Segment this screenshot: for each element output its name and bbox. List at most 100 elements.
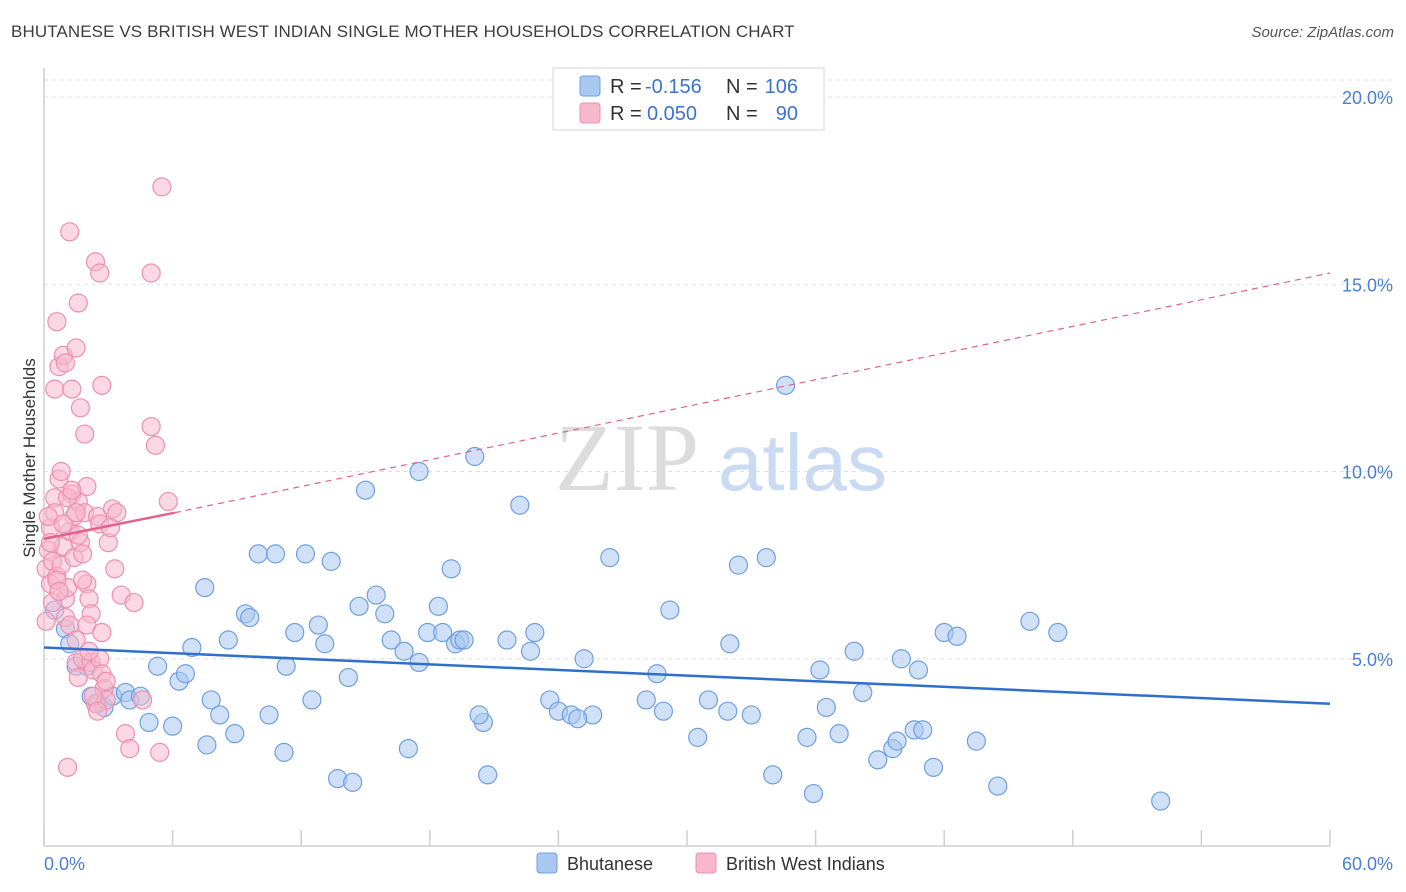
point-bhutanese-90 <box>891 649 911 669</box>
point-bhutanese-55 <box>454 630 474 650</box>
point-bhutanese-85 <box>829 724 849 744</box>
point-bhutanese-100 <box>1048 622 1068 643</box>
point-british-west-indians-65 <box>90 263 110 283</box>
point-bhutanese-34 <box>308 615 328 635</box>
point-british-west-indians-25 <box>72 544 93 564</box>
point-bhutanese-84 <box>816 697 836 718</box>
point-bhutanese-102 <box>887 731 907 751</box>
point-british-west-indians-78 <box>66 503 86 523</box>
point-bhutanese-87 <box>853 682 873 703</box>
point-bhutanese-68 <box>600 548 620 568</box>
point-british-west-indians-47 <box>124 592 144 613</box>
point-bhutanese-29 <box>274 742 294 762</box>
gridlines <box>44 79 1393 660</box>
point-british-west-indians-59 <box>62 379 82 399</box>
point-bhutanese-82 <box>803 783 824 804</box>
point-bhutanese-33 <box>302 690 322 710</box>
trend-lines <box>43 272 1331 705</box>
point-bhutanese-93 <box>913 720 933 740</box>
point-bhutanese-48 <box>409 461 429 482</box>
point-british-west-indians-86 <box>96 671 116 691</box>
x-tick-label-max: 60.0% <box>1342 854 1393 874</box>
point-bhutanese-61 <box>520 641 541 661</box>
point-british-west-indians-60 <box>66 338 86 358</box>
legend-r-value-1: -0.156 <box>645 76 702 98</box>
point-bhutanese-62 <box>525 622 545 643</box>
y-tick-label-10: 10.0% <box>1342 463 1393 483</box>
point-bhutanese-32 <box>295 544 316 564</box>
point-bhutanese-104 <box>469 705 489 725</box>
point-bhutanese-96 <box>947 626 967 646</box>
watermark-atlas: atlas <box>718 418 887 507</box>
point-bhutanese-43 <box>375 604 395 624</box>
point-british-west-indians-62 <box>70 398 91 418</box>
point-bhutanese-21 <box>210 705 230 725</box>
point-bhutanese-18 <box>195 577 215 598</box>
point-british-west-indians-66 <box>92 375 112 395</box>
point-british-west-indians-68 <box>152 177 172 197</box>
point-bhutanese-83 <box>810 660 830 680</box>
point-bhutanese-17 <box>182 637 202 658</box>
point-bhutanese-45 <box>394 641 414 661</box>
y-axis-label: Single Mother Households <box>20 358 39 557</box>
legend-r-label-1: R = <box>610 76 642 98</box>
point-bhutanese-27 <box>259 705 279 725</box>
point-british-west-indians-46 <box>120 739 140 759</box>
point-bhutanese-76 <box>728 555 749 575</box>
point-british-west-indians-75 <box>53 514 73 534</box>
point-bhutanese-81 <box>797 727 817 747</box>
point-bhutanese-103 <box>718 701 738 721</box>
legend-swatch-pink <box>579 102 601 124</box>
point-bhutanese-25 <box>240 607 260 628</box>
point-british-west-indians-53 <box>45 379 65 399</box>
point-british-west-indians-52 <box>158 491 178 512</box>
point-british-west-indians-57 <box>55 353 76 373</box>
point-bhutanese-92 <box>908 660 929 680</box>
point-bhutanese-97 <box>966 731 986 751</box>
point-bhutanese-86 <box>844 641 864 661</box>
point-bhutanese-78 <box>756 548 776 568</box>
point-british-west-indians-63 <box>75 424 95 444</box>
point-bhutanese-71 <box>653 701 674 721</box>
legend-n-label-2: N = <box>726 103 758 125</box>
point-british-west-indians-77 <box>62 480 82 500</box>
point-bhutanese-98 <box>988 776 1008 796</box>
point-british-west-indians-61 <box>68 293 88 313</box>
point-british-west-indians-9 <box>51 461 71 482</box>
trend-line-british-west-indians-extended <box>174 272 1331 514</box>
legend-r-value-2: 0.050 <box>647 103 697 125</box>
trend-line-british-west-indians <box>43 511 175 541</box>
y-tick-label-20: 20.0% <box>1342 88 1393 108</box>
trend-line-bhutanese <box>43 646 1331 705</box>
point-bhutanese-31 <box>285 622 305 643</box>
point-british-west-indians-85 <box>92 622 112 643</box>
point-bhutanese-51 <box>433 622 453 643</box>
point-bhutanese-80 <box>775 375 796 395</box>
point-bhutanese-38 <box>338 667 358 688</box>
point-bhutanese-105 <box>568 709 588 729</box>
legend-swatch-blue <box>579 75 601 97</box>
point-bhutanese-44 <box>381 630 401 650</box>
point-bhutanese-42 <box>366 585 386 605</box>
point-bhutanese-66 <box>574 649 594 669</box>
point-british-west-indians-54 <box>47 312 67 332</box>
point-bhutanese-14 <box>163 716 183 736</box>
point-british-west-indians-58 <box>60 222 80 242</box>
point-bhutanese-99 <box>1020 611 1040 631</box>
point-british-west-indians-49 <box>141 416 161 437</box>
watermark-zip: ZIP <box>555 404 699 511</box>
point-british-west-indians-80 <box>72 570 93 590</box>
point-bhutanese-94 <box>923 757 944 777</box>
point-bhutanese-30 <box>276 656 296 676</box>
bottom-legend-british-west-indians: British West Indians <box>726 854 885 874</box>
point-british-west-indians-88 <box>105 559 125 579</box>
point-bhutanese-60 <box>510 495 530 515</box>
point-british-west-indians-89 <box>36 611 56 631</box>
point-bhutanese-41 <box>355 480 376 500</box>
point-bhutanese-79 <box>763 765 783 785</box>
point-bhutanese-88 <box>868 750 888 770</box>
x-tick-label-min: 0.0% <box>44 854 85 874</box>
watermark: ZIP atlas <box>555 404 887 511</box>
point-bhutanese-36 <box>321 551 341 571</box>
point-bhutanese-73 <box>688 727 708 747</box>
